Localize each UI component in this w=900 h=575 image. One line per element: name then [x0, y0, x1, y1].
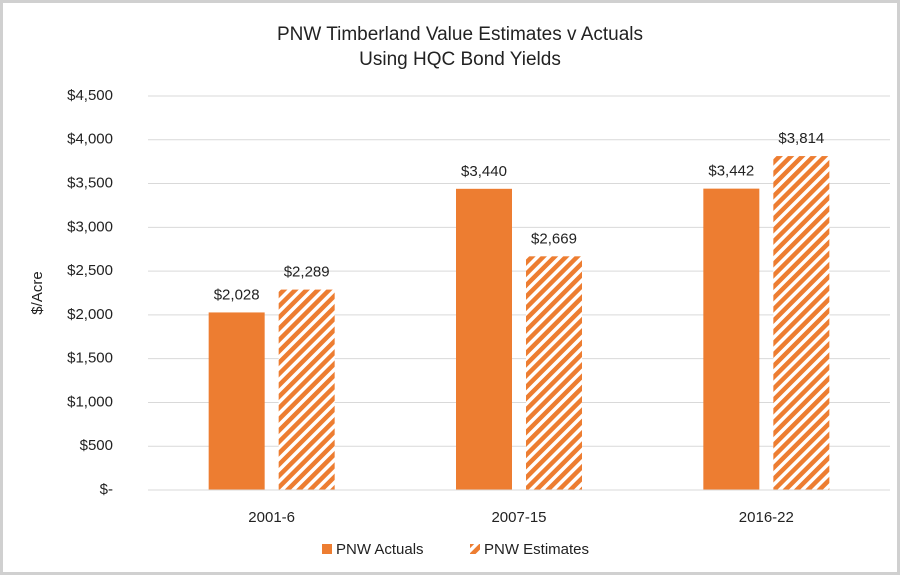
bar [703, 188, 760, 490]
y-tick-label: $500 [80, 437, 113, 454]
y-axis-label: $/Acre [29, 271, 46, 314]
data-label: $3,442 [708, 163, 754, 180]
legend-label: PNW Estimates [484, 541, 589, 558]
y-tick-label: $4,500 [67, 87, 113, 104]
x-tick-label: 2016-22 [739, 509, 794, 526]
data-label: $2,289 [284, 264, 330, 281]
data-label: $2,028 [214, 286, 260, 303]
bar [526, 256, 582, 490]
data-label: $2,669 [531, 230, 577, 247]
legend-swatch [470, 544, 480, 554]
y-tick-label: $3,500 [67, 175, 113, 192]
x-tick-label: 2007-15 [491, 509, 546, 526]
x-tick-label: 2001-6 [248, 509, 295, 526]
bar [456, 188, 512, 490]
legend-swatch [322, 544, 332, 554]
y-tick-label: $4,000 [67, 131, 113, 148]
y-tick-label: $2,000 [67, 306, 113, 323]
y-tick-label: $1,500 [67, 350, 113, 367]
data-label: $3,814 [778, 130, 824, 147]
legend-label: PNW Actuals [336, 541, 424, 558]
y-tick-label: $3,000 [67, 218, 113, 235]
bar [278, 289, 335, 490]
y-tick-label: $- [100, 481, 113, 498]
bar [773, 156, 830, 490]
chart-subtitle: Using HQC Bond Yields [359, 49, 561, 70]
data-label: $3,440 [461, 163, 507, 180]
y-tick-label: $2,500 [67, 262, 113, 279]
bar [208, 312, 265, 490]
chart-title: PNW Timberland Value Estimates v Actuals [277, 24, 643, 45]
y-tick-label: $1,000 [67, 393, 113, 410]
